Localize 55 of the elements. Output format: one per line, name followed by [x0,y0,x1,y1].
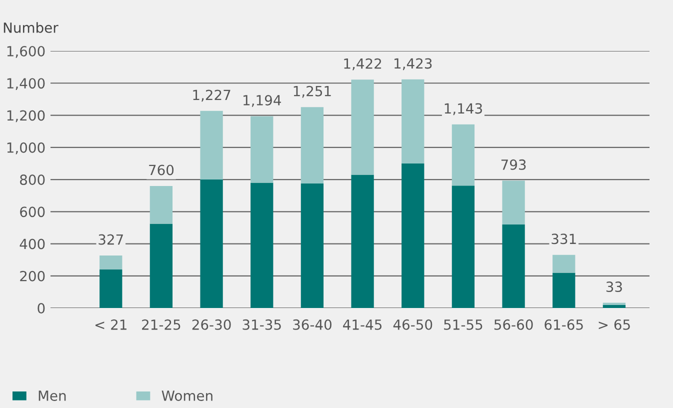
bar [552,272,576,308]
bar [502,180,525,224]
y-tick-label: 1,400 [7,78,45,90]
total-label: 1,143 [444,103,482,116]
bar [502,224,525,308]
bar [552,254,576,273]
bar [351,80,374,175]
bar [150,224,173,308]
bar [402,163,424,308]
y-tick-label: 400 [20,238,45,250]
y-tick-label: 0 [38,303,45,314]
y-tick-label: 1,000 [7,142,45,154]
bar [150,186,173,224]
x-tick-label: > 65 [598,319,630,330]
bar [100,256,122,270]
bar [200,180,223,308]
bar [452,186,475,308]
bar [602,304,626,308]
y-tick-label: 1,600 [7,46,45,58]
x-tick-label: 51-55 [444,320,482,330]
total-label: 793 [501,159,526,170]
legend-label: Men [38,390,66,401]
bar [452,124,475,186]
y-tick-label: 600 [20,206,45,218]
bar [250,182,274,308]
total-label: 33 [606,282,622,292]
bar [100,269,122,308]
bar [250,116,274,183]
y-axis-title: Number [4,22,58,33]
x-tick-label: 61-65 [544,319,583,330]
x-tick-label: 46-50 [393,319,432,330]
total-label: 1,422 [344,58,382,70]
x-tick-label: 56-60 [494,319,533,330]
total-label: 331 [552,234,576,244]
x-tick-label: < 21 [95,319,126,330]
total-label: 1,251 [294,86,331,98]
bar [402,79,424,164]
total-label: 327 [98,234,123,245]
total-label: 1,423 [394,58,432,70]
x-tick-label: 31-35 [242,319,281,330]
x-tick-label: 41-45 [343,320,382,330]
total-label: 760 [149,164,174,176]
x-tick-label: 26-30 [192,319,231,330]
y-tick-label: 200 [20,270,45,282]
total-label: 1,227 [193,90,230,102]
y-tick-label: 800 [20,174,45,185]
bar [300,184,324,308]
y-tick-label: 1,200 [7,110,45,122]
bar [351,174,374,308]
total-label: 1,194 [244,94,281,107]
bar [200,110,223,180]
x-tick-label: 21-25 [142,319,180,330]
x-tick-label: 36-40 [293,319,332,330]
bar [300,107,324,184]
legend-label: Women [162,390,212,401]
